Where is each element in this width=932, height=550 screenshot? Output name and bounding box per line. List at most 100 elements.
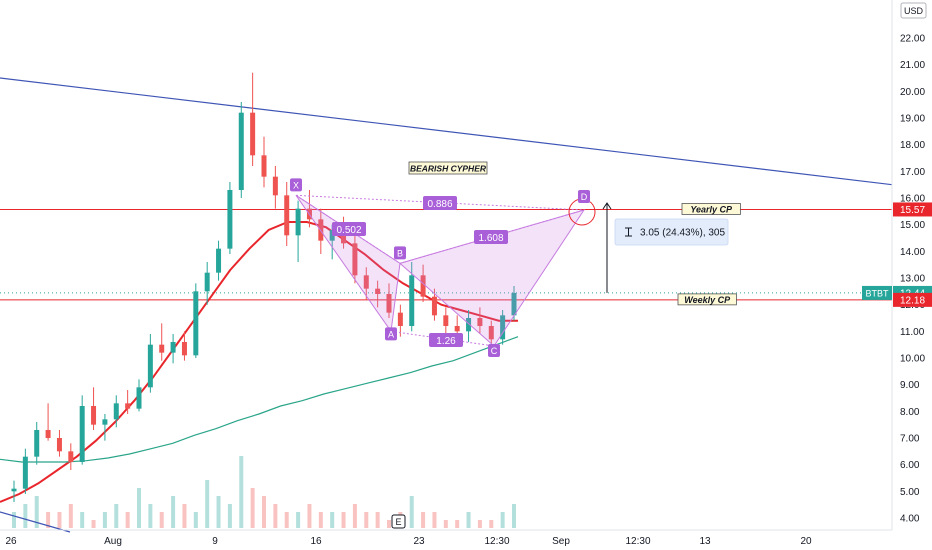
measure-label: 3.05 (24.43%), 305 bbox=[614, 218, 729, 246]
candle-body bbox=[193, 291, 199, 356]
candle-body bbox=[11, 488, 17, 492]
candle-body bbox=[79, 406, 85, 462]
pattern-ratio-box bbox=[429, 333, 463, 347]
volume-bar bbox=[352, 504, 357, 528]
volume-bar bbox=[477, 520, 482, 528]
trendlines bbox=[0, 77, 893, 533]
measure-label-box bbox=[614, 218, 729, 246]
candle-body bbox=[113, 403, 119, 420]
volume-bar bbox=[227, 504, 232, 528]
volume-bar bbox=[409, 496, 414, 528]
event-marker: E bbox=[391, 514, 406, 529]
candle-body bbox=[272, 176, 278, 196]
volume-bar bbox=[489, 520, 494, 528]
pattern-ratio-box bbox=[423, 196, 457, 210]
candle-body bbox=[341, 230, 347, 244]
moving-averages bbox=[0, 221, 519, 503]
y-axis-ticks: 22.00 21.00 20.00 19.00 18.00 17.00 16.00 15.00… bbox=[900, 34, 925, 525]
plot-area bbox=[0, 0, 892, 530]
volume-bar bbox=[80, 512, 85, 528]
volume-bar bbox=[421, 512, 426, 528]
pattern-point-box bbox=[290, 178, 302, 192]
volume-bar bbox=[114, 504, 119, 528]
pattern-title-box bbox=[408, 161, 488, 175]
candle-body bbox=[409, 275, 415, 326]
volume-bar bbox=[500, 512, 505, 528]
pattern-point-d: D bbox=[578, 190, 590, 203]
level-price-badge: 15.57 bbox=[893, 202, 932, 217]
volume-bar bbox=[512, 504, 516, 528]
pattern-point-b: B bbox=[394, 246, 406, 260]
pattern-point-box bbox=[488, 344, 500, 357]
x-tick-label: 12:30 bbox=[625, 536, 650, 547]
candle-body bbox=[45, 430, 51, 438]
candle-body bbox=[466, 318, 472, 332]
candle-body bbox=[329, 230, 335, 241]
x-tick-label: 12:30 bbox=[484, 536, 509, 547]
volume-bar bbox=[364, 512, 369, 528]
level-label-text: Weekly CP bbox=[684, 295, 731, 305]
y-tick-label: 4.00 bbox=[900, 514, 920, 525]
volume-bar bbox=[216, 496, 221, 528]
pattern-point-label: B bbox=[397, 248, 403, 258]
pattern-ratio-box bbox=[332, 222, 366, 236]
candle-body bbox=[22, 456, 28, 489]
level-label: Yearly CP bbox=[681, 203, 741, 215]
pattern-ratio-label: 1.608 bbox=[478, 233, 503, 244]
pattern-point-box bbox=[578, 190, 590, 203]
level-label-text: Yearly CP bbox=[690, 204, 733, 214]
y-tick-label: 20.00 bbox=[900, 87, 925, 98]
pattern-point-x: X bbox=[290, 178, 302, 192]
volume-bar bbox=[250, 488, 255, 528]
x-tick-label: 16 bbox=[310, 536, 322, 547]
level-price-label: 15.57 bbox=[900, 205, 925, 216]
candle-body bbox=[68, 451, 74, 462]
candle-body bbox=[181, 342, 187, 356]
candle-body bbox=[352, 243, 358, 276]
volume-bar bbox=[193, 512, 198, 528]
currency-badge[interactable]: USD bbox=[900, 2, 927, 19]
candle-body bbox=[488, 326, 494, 340]
y-tick-label: 22.00 bbox=[900, 34, 925, 45]
candle-body bbox=[170, 342, 176, 353]
candle-body bbox=[386, 294, 392, 313]
x-tick-label: Aug bbox=[104, 536, 122, 547]
volume-bars bbox=[12, 456, 516, 528]
pattern-title-text: BEARISH CYPHER bbox=[410, 164, 487, 174]
measure-tool: 3.05 (24.43%), 305 E bbox=[391, 202, 729, 529]
level-price-box bbox=[893, 292, 932, 307]
y-tick-label: 13.00 bbox=[900, 274, 925, 285]
x-tick-label: 13 bbox=[699, 536, 711, 547]
volume-bar bbox=[23, 504, 28, 528]
candle-body bbox=[250, 112, 256, 156]
harmonic-pattern: X A B C D 0.502 0.886 1.608 1.26 BEARISH CYPHER bbox=[290, 161, 596, 357]
candle-body bbox=[477, 318, 483, 326]
volume-bar bbox=[341, 512, 346, 528]
pattern-point-box bbox=[385, 327, 397, 341]
y-tick-label: 6.00 bbox=[900, 460, 920, 471]
volume-bar bbox=[375, 512, 380, 528]
pattern-ratio: 1.608 bbox=[474, 230, 508, 244]
candle-body bbox=[431, 296, 437, 316]
level-label-box bbox=[677, 293, 737, 306]
y-tick-label: 17.00 bbox=[900, 167, 925, 178]
volume-bar bbox=[46, 512, 51, 528]
volume-bar bbox=[171, 496, 176, 528]
candle-body bbox=[511, 292, 517, 316]
pattern-point-label: A bbox=[388, 329, 394, 339]
x-tick-label: 23 bbox=[413, 536, 425, 547]
level-price-label: 12.18 bbox=[900, 295, 925, 306]
event-marker-label: E bbox=[395, 517, 401, 527]
y-tick-label: 8.00 bbox=[900, 407, 920, 418]
candle-body bbox=[500, 315, 506, 340]
candle-body bbox=[454, 326, 460, 332]
pattern-ratio-label: 0.502 bbox=[336, 225, 361, 236]
price-axis[interactable] bbox=[892, 0, 932, 550]
measure-label-text: 3.05 (24.43%), 305 bbox=[640, 228, 725, 239]
y-tick-label: 21.00 bbox=[900, 60, 925, 71]
candle-body bbox=[147, 344, 153, 388]
y-tick-label: 9.00 bbox=[900, 380, 920, 391]
volume-bar bbox=[102, 512, 107, 528]
